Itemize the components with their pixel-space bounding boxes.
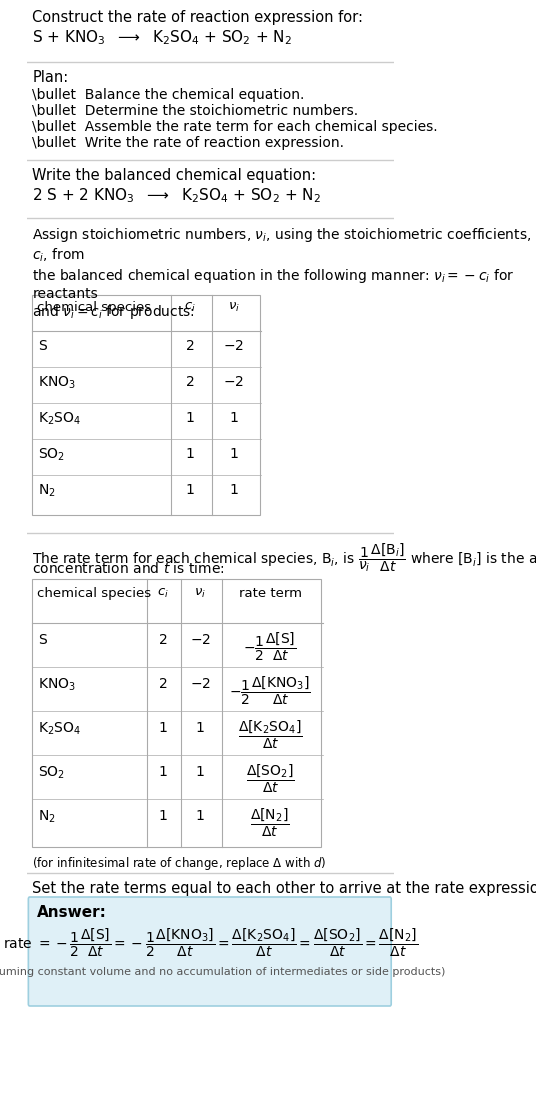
Text: S + KNO$_3$  $\longrightarrow$  K$_2$SO$_4$ + SO$_2$ + N$_2$: S + KNO$_3$ $\longrightarrow$ K$_2$SO$_4… bbox=[33, 29, 292, 47]
Text: $-\dfrac{1}{2}\dfrac{\Delta[\mathrm{KNO_3}]}{\Delta t}$: $-\dfrac{1}{2}\dfrac{\Delta[\mathrm{KNO_… bbox=[229, 675, 311, 707]
Text: 1: 1 bbox=[229, 447, 238, 461]
Text: K$_2$SO$_4$: K$_2$SO$_4$ bbox=[38, 721, 81, 738]
Text: Construct the rate of reaction expression for:: Construct the rate of reaction expressio… bbox=[33, 10, 363, 25]
Text: chemical species: chemical species bbox=[36, 587, 151, 600]
Text: Answer:: Answer: bbox=[36, 905, 107, 920]
Text: $-2$: $-2$ bbox=[190, 634, 211, 647]
Text: 1: 1 bbox=[196, 809, 205, 824]
Text: $-2$: $-2$ bbox=[224, 339, 244, 352]
Text: $-\dfrac{1}{2}\dfrac{\Delta[\mathrm{S}]}{\Delta t}$: $-\dfrac{1}{2}\dfrac{\Delta[\mathrm{S}]}… bbox=[243, 631, 297, 663]
Text: N$_2$: N$_2$ bbox=[38, 483, 56, 500]
Text: The rate term for each chemical species, B$_i$, is $\dfrac{1}{\nu_i}\dfrac{\Delt: The rate term for each chemical species,… bbox=[33, 541, 536, 574]
Text: rate $= -\dfrac{1}{2}\dfrac{\Delta[\mathrm{S}]}{\Delta t} = -\dfrac{1}{2}\dfrac{: rate $= -\dfrac{1}{2}\dfrac{\Delta[\math… bbox=[3, 927, 418, 960]
Text: 2: 2 bbox=[185, 376, 195, 389]
Text: 2: 2 bbox=[159, 634, 168, 647]
Text: KNO$_3$: KNO$_3$ bbox=[38, 376, 76, 391]
Text: 1: 1 bbox=[159, 765, 168, 778]
Text: \bullet  Write the rate of reaction expression.: \bullet Write the rate of reaction expre… bbox=[33, 136, 345, 150]
Text: concentration and $t$ is time:: concentration and $t$ is time: bbox=[33, 561, 225, 576]
Text: 1: 1 bbox=[229, 483, 238, 497]
Text: 2: 2 bbox=[159, 677, 168, 691]
Text: $\dfrac{\Delta[\mathrm{SO_2}]}{\Delta t}$: $\dfrac{\Delta[\mathrm{SO_2}]}{\Delta t}… bbox=[245, 763, 294, 795]
Text: (assuming constant volume and no accumulation of intermediates or side products): (assuming constant volume and no accumul… bbox=[0, 967, 445, 977]
Text: $\dfrac{\Delta[\mathrm{N_2}]}{\Delta t}$: $\dfrac{\Delta[\mathrm{N_2}]}{\Delta t}$ bbox=[250, 807, 290, 839]
Text: 1: 1 bbox=[229, 411, 238, 425]
FancyBboxPatch shape bbox=[28, 897, 391, 1006]
Text: \bullet  Assemble the rate term for each chemical species.: \bullet Assemble the rate term for each … bbox=[33, 120, 438, 134]
Text: Plan:: Plan: bbox=[33, 70, 69, 85]
Text: chemical species: chemical species bbox=[36, 301, 151, 314]
Text: Assign stoichiometric numbers, $\nu_i$, using the stoichiometric coefficients, $: Assign stoichiometric numbers, $\nu_i$, … bbox=[33, 226, 532, 322]
Text: KNO$_3$: KNO$_3$ bbox=[38, 677, 76, 694]
Bar bbox=[33, 295, 260, 515]
Text: $\dfrac{\Delta[\mathrm{K_2SO_4}]}{\Delta t}$: $\dfrac{\Delta[\mathrm{K_2SO_4}]}{\Delta… bbox=[238, 719, 302, 751]
Text: K$_2$SO$_4$: K$_2$SO$_4$ bbox=[38, 411, 81, 427]
Text: Write the balanced chemical equation:: Write the balanced chemical equation: bbox=[33, 168, 317, 183]
Text: 1: 1 bbox=[159, 721, 168, 735]
Text: SO$_2$: SO$_2$ bbox=[38, 447, 65, 463]
Text: SO$_2$: SO$_2$ bbox=[38, 765, 65, 782]
Text: 1: 1 bbox=[196, 765, 205, 778]
Text: 2 S + 2 KNO$_3$  $\longrightarrow$  K$_2$SO$_4$ + SO$_2$ + N$_2$: 2 S + 2 KNO$_3$ $\longrightarrow$ K$_2$S… bbox=[33, 186, 322, 204]
Text: 1: 1 bbox=[196, 721, 205, 735]
Text: 1: 1 bbox=[159, 809, 168, 824]
Text: \bullet  Determine the stoichiometric numbers.: \bullet Determine the stoichiometric num… bbox=[33, 104, 359, 117]
Text: \bullet  Balance the chemical equation.: \bullet Balance the chemical equation. bbox=[33, 88, 305, 102]
Text: 1: 1 bbox=[185, 447, 195, 461]
Text: Set the rate terms equal to each other to arrive at the rate expression:: Set the rate terms equal to each other t… bbox=[33, 881, 536, 896]
Text: S: S bbox=[38, 634, 47, 647]
Text: 2: 2 bbox=[185, 339, 195, 352]
Text: (for infinitesimal rate of change, replace $\Delta$ with $d$): (for infinitesimal rate of change, repla… bbox=[33, 855, 327, 872]
Text: S: S bbox=[38, 339, 47, 352]
Text: $\nu_i$: $\nu_i$ bbox=[194, 587, 206, 601]
Text: rate term: rate term bbox=[239, 587, 302, 600]
Text: $-2$: $-2$ bbox=[224, 376, 244, 389]
Text: $c_i$: $c_i$ bbox=[158, 587, 169, 601]
Text: $c_i$: $c_i$ bbox=[184, 301, 196, 314]
Text: 1: 1 bbox=[185, 411, 195, 425]
Text: N$_2$: N$_2$ bbox=[38, 809, 56, 826]
Bar bbox=[33, 579, 322, 847]
Text: $\nu_i$: $\nu_i$ bbox=[228, 301, 240, 314]
Text: 1: 1 bbox=[185, 483, 195, 497]
Text: $-2$: $-2$ bbox=[190, 677, 211, 691]
